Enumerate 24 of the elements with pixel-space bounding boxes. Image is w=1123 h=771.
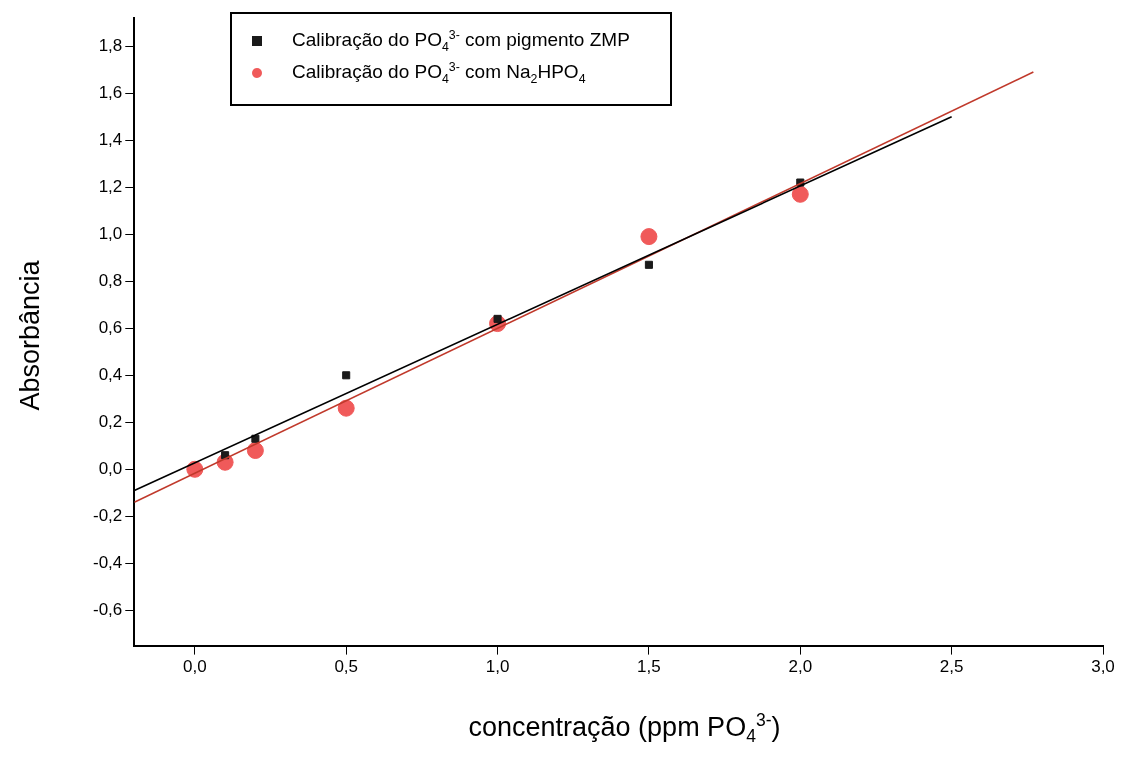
x-tick-label: 2,5: [939, 657, 964, 677]
y-tick-label: 0,0: [98, 459, 123, 478]
y-tick-label: 1,4: [98, 129, 123, 149]
y-tick-label: 1,0: [98, 223, 123, 243]
y-tick-label: -0,4: [93, 553, 123, 573]
x-tick-label: 3,0: [1091, 657, 1115, 677]
y-tick-label: 0,4: [98, 364, 123, 384]
y-tick-label: -0,2: [93, 506, 123, 526]
y-tick-label: 1,6: [98, 82, 123, 102]
x-tick-label: 0,0: [183, 657, 207, 677]
legend-label: Calibração do PO$_{4}$$^{3-}$ com Na$_{2}$HPO$_{4}$: [292, 60, 586, 87]
y-tick-label: -0,6: [93, 600, 123, 620]
y-tick-label: 0,8: [98, 270, 123, 290]
y-tick-label: 0,6: [98, 317, 123, 337]
x-tick-label: 0,5: [334, 657, 359, 677]
x-tick-label: 1,0: [485, 657, 510, 677]
y-tick-label: 1,8: [98, 35, 123, 55]
x-axis-title: concentração (ppm PO$_{4}$$^{3-}$): [467, 710, 782, 748]
y-tick-label: 0,2: [98, 411, 123, 431]
y-tick-label: 1,2: [98, 176, 123, 196]
x-tick-label: 2,0: [788, 657, 813, 677]
y-axis-title: Absorbância: [14, 259, 46, 413]
x-tick-label: 1,5: [637, 657, 661, 677]
legend-label: Calibração do PO$_{4}$$^{3-}$ com pigmento ZMP: [292, 28, 630, 55]
